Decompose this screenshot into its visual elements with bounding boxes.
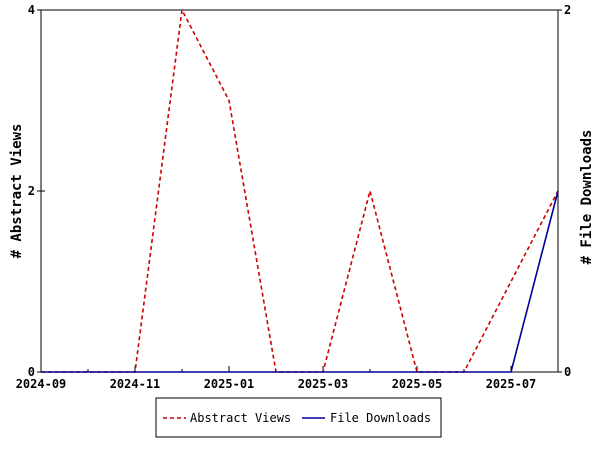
legend: Abstract Views File Downloads: [155, 397, 442, 438]
series-line-file-downloads: [41, 190, 559, 373]
x-tick-label: 2025-03: [298, 377, 349, 391]
y-axis-right: 02: [554, 3, 571, 379]
y-axis-right-title: # File Downloads: [579, 130, 595, 265]
series-layer: [41, 7, 559, 373]
x-tick-label: 2024-11: [110, 377, 161, 391]
series-line-abstract-views: [41, 7, 559, 373]
y-left-tick-label: 4: [28, 3, 35, 17]
x-axis: 2024-09 2024-11 2025-01 2025-03 2025-05 2025-…: [16, 366, 559, 391]
x-tick-label: 2025-01: [204, 377, 255, 391]
y-axis-left-title: # Abstract Views: [9, 124, 25, 259]
x-tick-label: 2024-09: [16, 377, 67, 391]
legend-label-abstract-views: Abstract Views: [190, 411, 291, 425]
plot-frame: [40, 9, 559, 373]
x-tick-label: 2025-05: [392, 377, 443, 391]
legend-label-file-downloads: File Downloads: [330, 411, 431, 425]
y-left-tick-label: 0: [28, 365, 35, 379]
plot-area-border: [40, 9, 559, 373]
x-tick-label: 2025-07: [486, 377, 537, 391]
y-right-tick-label: 2: [564, 3, 571, 17]
legend-box: [155, 397, 442, 438]
y-left-tick-label: 2: [28, 184, 35, 198]
y-axis-left: 0 2 4: [28, 3, 45, 379]
y-right-tick-label: 0: [564, 365, 571, 379]
